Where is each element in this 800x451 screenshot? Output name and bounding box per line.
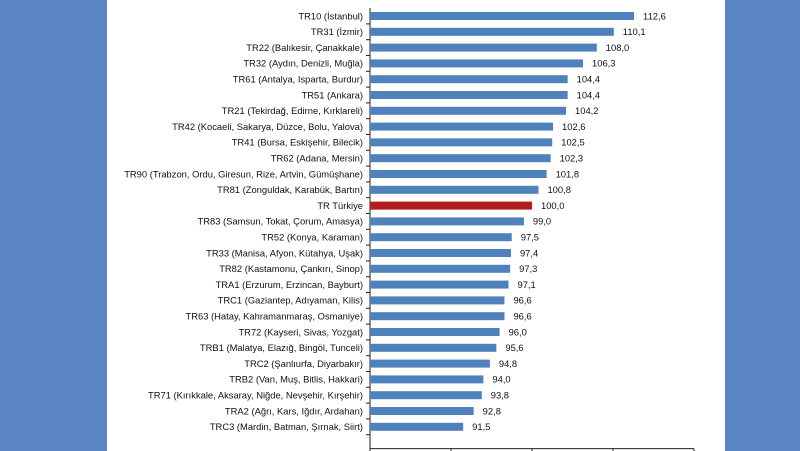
bar bbox=[370, 280, 509, 289]
bar bbox=[370, 122, 554, 131]
bar bbox=[370, 217, 524, 226]
category-label: TR33 (Manisa, Afyon, Kütahya, Uşak) bbox=[206, 247, 363, 258]
value-label: 94,8 bbox=[499, 358, 517, 369]
category-label: TRA1 (Erzurum, Erzincan, Bayburt) bbox=[216, 279, 363, 290]
category-label: TR31 (İzmir) bbox=[311, 26, 363, 37]
bar bbox=[370, 249, 511, 257]
bar bbox=[370, 154, 551, 163]
value-label: 102,6 bbox=[562, 121, 585, 132]
value-label: 99,0 bbox=[533, 216, 551, 227]
value-label: 104,2 bbox=[575, 105, 598, 116]
value-label: 112,6 bbox=[643, 10, 666, 21]
value-label: 96,0 bbox=[509, 326, 527, 337]
value-label: 108,0 bbox=[606, 42, 629, 53]
category-label: TR10 (İstanbul) bbox=[298, 10, 363, 21]
bar bbox=[370, 296, 505, 305]
category-label: TRB2 (Van, Muş, Bitlis, Hakkari) bbox=[229, 374, 363, 385]
bar bbox=[370, 422, 464, 431]
category-label: TR81 (Zonguldak, Karabük, Bartın) bbox=[217, 184, 363, 195]
category-label: TRC3 (Mardin, Batman, Şırnak, Siirt) bbox=[210, 421, 363, 432]
bar bbox=[370, 264, 511, 273]
category-label: TRB1 (Malatya, Elazığ, Bingöl, Tunceli) bbox=[200, 342, 363, 353]
category-label: TR63 (Hatay, Kahramanmaraş, Osmaniye) bbox=[186, 311, 364, 322]
category-label: TR83 (Samsun, Tokat, Çorum, Amasya) bbox=[197, 216, 363, 227]
bar bbox=[370, 106, 567, 115]
bar bbox=[370, 91, 568, 99]
category-label: TR72 (Kayseri, Sivas, Yozgat) bbox=[238, 326, 363, 337]
category-label: TR90 (Trabzon, Ordu, Giresun, Rize, Artv… bbox=[124, 168, 363, 179]
value-label: 92,8 bbox=[483, 405, 501, 416]
value-label: 106,3 bbox=[592, 58, 615, 69]
category-label: TR21 (Tekirdağ, Edirne, Kırklareli) bbox=[222, 105, 363, 116]
bar bbox=[370, 138, 553, 147]
category-label: TR Türkiye bbox=[317, 200, 363, 211]
value-label: 97,1 bbox=[518, 279, 536, 290]
value-label: 97,4 bbox=[520, 247, 538, 258]
value-label: 110,1 bbox=[623, 26, 646, 37]
bar bbox=[370, 27, 614, 36]
value-label: 96,6 bbox=[513, 311, 531, 322]
category-label: TRC1 (Gaziantep, Adıyaman, Kilis) bbox=[218, 295, 363, 306]
category-label: TR62 (Adana, Mersin) bbox=[271, 153, 363, 164]
bar bbox=[370, 328, 500, 336]
value-label: 101,8 bbox=[556, 168, 579, 179]
bar bbox=[370, 391, 482, 400]
value-label: 100,0 bbox=[541, 200, 564, 211]
bar bbox=[370, 312, 505, 321]
category-label: TRA2 (Ağrı, Kars, Iğdır, Ardahan) bbox=[225, 405, 363, 416]
value-label: 96,6 bbox=[513, 295, 531, 306]
value-label: 93,8 bbox=[491, 390, 509, 401]
category-label: TR42 (Kocaeli, Sakarya, Düzce, Bolu, Yal… bbox=[172, 121, 363, 132]
bar bbox=[370, 59, 584, 68]
bar bbox=[370, 43, 597, 52]
category-label: TR22 (Balıkesir, Çanakkale) bbox=[246, 42, 363, 53]
value-label: 100,8 bbox=[547, 184, 570, 195]
bar bbox=[370, 185, 539, 194]
bar bbox=[370, 343, 497, 352]
category-label: TR61 (Antalya, Isparta, Burdur) bbox=[233, 74, 363, 85]
category-label: TR51 (Ankara) bbox=[302, 89, 363, 100]
value-label: 97,5 bbox=[521, 232, 539, 243]
value-label: 94,0 bbox=[492, 374, 510, 385]
value-label: 102,3 bbox=[560, 153, 583, 164]
bar bbox=[370, 233, 512, 242]
bar bbox=[370, 75, 568, 84]
value-label: 91,5 bbox=[472, 421, 490, 432]
bar bbox=[370, 359, 490, 368]
value-label: 104,4 bbox=[577, 89, 600, 100]
category-label: TRC2 (Şanlıurfa, Diyarbakır) bbox=[244, 358, 363, 369]
category-label: TR52 (Konya, Karaman) bbox=[261, 232, 363, 243]
category-label: TR71 (Kırıkkale, Aksaray, Niğde, Nevşehi… bbox=[148, 390, 363, 401]
category-label: TR32 (Aydın, Denizli, Muğla) bbox=[243, 58, 363, 69]
bar bbox=[370, 12, 635, 20]
category-label: TR82 (Kastamonu, Çankırı, Sinop) bbox=[219, 263, 363, 274]
highlight-bar bbox=[370, 201, 532, 210]
value-label: 97,3 bbox=[519, 263, 537, 274]
value-label: 102,5 bbox=[561, 137, 584, 148]
category-label: TR41 (Bursa, Eskişehir, Bilecik) bbox=[232, 137, 363, 148]
value-label: 95,6 bbox=[505, 342, 523, 353]
value-label: 104,4 bbox=[577, 74, 600, 85]
bar bbox=[370, 375, 484, 384]
bar bbox=[370, 170, 547, 178]
bar bbox=[370, 407, 474, 415]
